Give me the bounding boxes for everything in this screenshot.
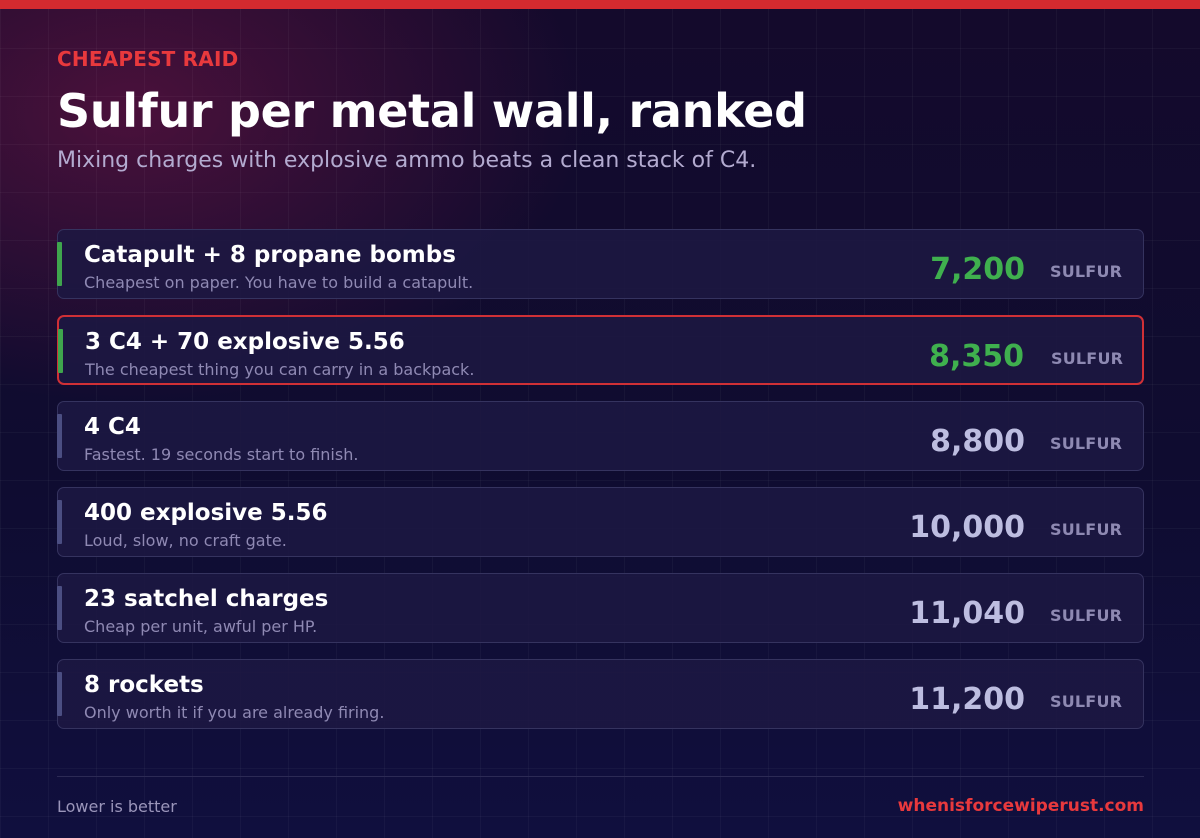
sulfur-cost-value: 8,800	[930, 424, 1025, 459]
sulfur-unit-label: SULFUR	[1050, 262, 1123, 281]
rank-row: 23 satchel charges Cheap per unit, awful…	[56, 573, 1144, 643]
raid-method-title: 4 C4	[84, 414, 141, 440]
raid-method-note: Cheapest on paper. You have to build a c…	[84, 273, 474, 292]
rank-row: 400 explosive 5.56 Loud, slow, no craft …	[56, 487, 1144, 557]
rank-row: Catapult + 8 propane bombs Cheapest on p…	[56, 229, 1144, 299]
top-accent-bar	[0, 0, 1200, 9]
rank-accent-bar	[57, 329, 63, 373]
sulfur-unit-label: SULFUR	[1050, 434, 1123, 453]
sulfur-unit-label: SULFUR	[1051, 349, 1124, 368]
raid-method-note: Loud, slow, no craft gate.	[84, 531, 287, 550]
raid-method-note: The cheapest thing you can carry in a ba…	[85, 360, 475, 379]
rank-row: 3 C4 + 70 explosive 5.56 The cheapest th…	[57, 315, 1144, 385]
raid-method-title: 400 explosive 5.56	[84, 500, 328, 526]
sulfur-unit-label: SULFUR	[1050, 606, 1123, 625]
sulfur-cost-value: 8,350	[929, 339, 1024, 374]
sulfur-unit-label: SULFUR	[1050, 692, 1123, 711]
raid-method-note: Fastest. 19 seconds start to finish.	[84, 445, 359, 464]
sulfur-cost-value: 11,040	[909, 596, 1025, 631]
rank-row: 8 rockets Only worth it if you are alrea…	[56, 659, 1144, 729]
page-subtitle: Mixing charges with explosive ammo beats…	[57, 148, 757, 173]
raid-method-title: 23 satchel charges	[84, 586, 329, 612]
footer-note: Lower is better	[57, 797, 177, 816]
raid-method-title: 8 rockets	[84, 672, 204, 698]
raid-method-note: Only worth it if you are already firing.	[84, 703, 385, 722]
rank-accent-bar	[56, 672, 62, 716]
raid-method-title: 3 C4 + 70 explosive 5.56	[85, 329, 405, 355]
page-title: Sulfur per metal wall, ranked	[57, 84, 807, 138]
rank-row: 4 C4 Fastest. 19 seconds start to finish…	[56, 401, 1144, 471]
sulfur-cost-value: 11,200	[909, 682, 1025, 717]
rank-accent-bar	[56, 242, 62, 286]
sulfur-cost-value: 10,000	[909, 510, 1025, 545]
eyebrow-label: CHEAPEST RAID	[57, 47, 239, 71]
raid-method-note: Cheap per unit, awful per HP.	[84, 617, 318, 636]
sulfur-cost-value: 7,200	[930, 252, 1025, 287]
sulfur-unit-label: SULFUR	[1050, 520, 1123, 539]
footer-site-link[interactable]: whenisforcewiperust.com	[897, 796, 1144, 816]
rank-accent-bar	[56, 414, 62, 458]
rank-accent-bar	[56, 500, 62, 544]
raid-method-title: Catapult + 8 propane bombs	[84, 242, 456, 268]
ranking-list: Catapult + 8 propane bombs Cheapest on p…	[56, 229, 1144, 745]
footer-divider	[57, 776, 1144, 777]
rank-accent-bar	[56, 586, 62, 630]
